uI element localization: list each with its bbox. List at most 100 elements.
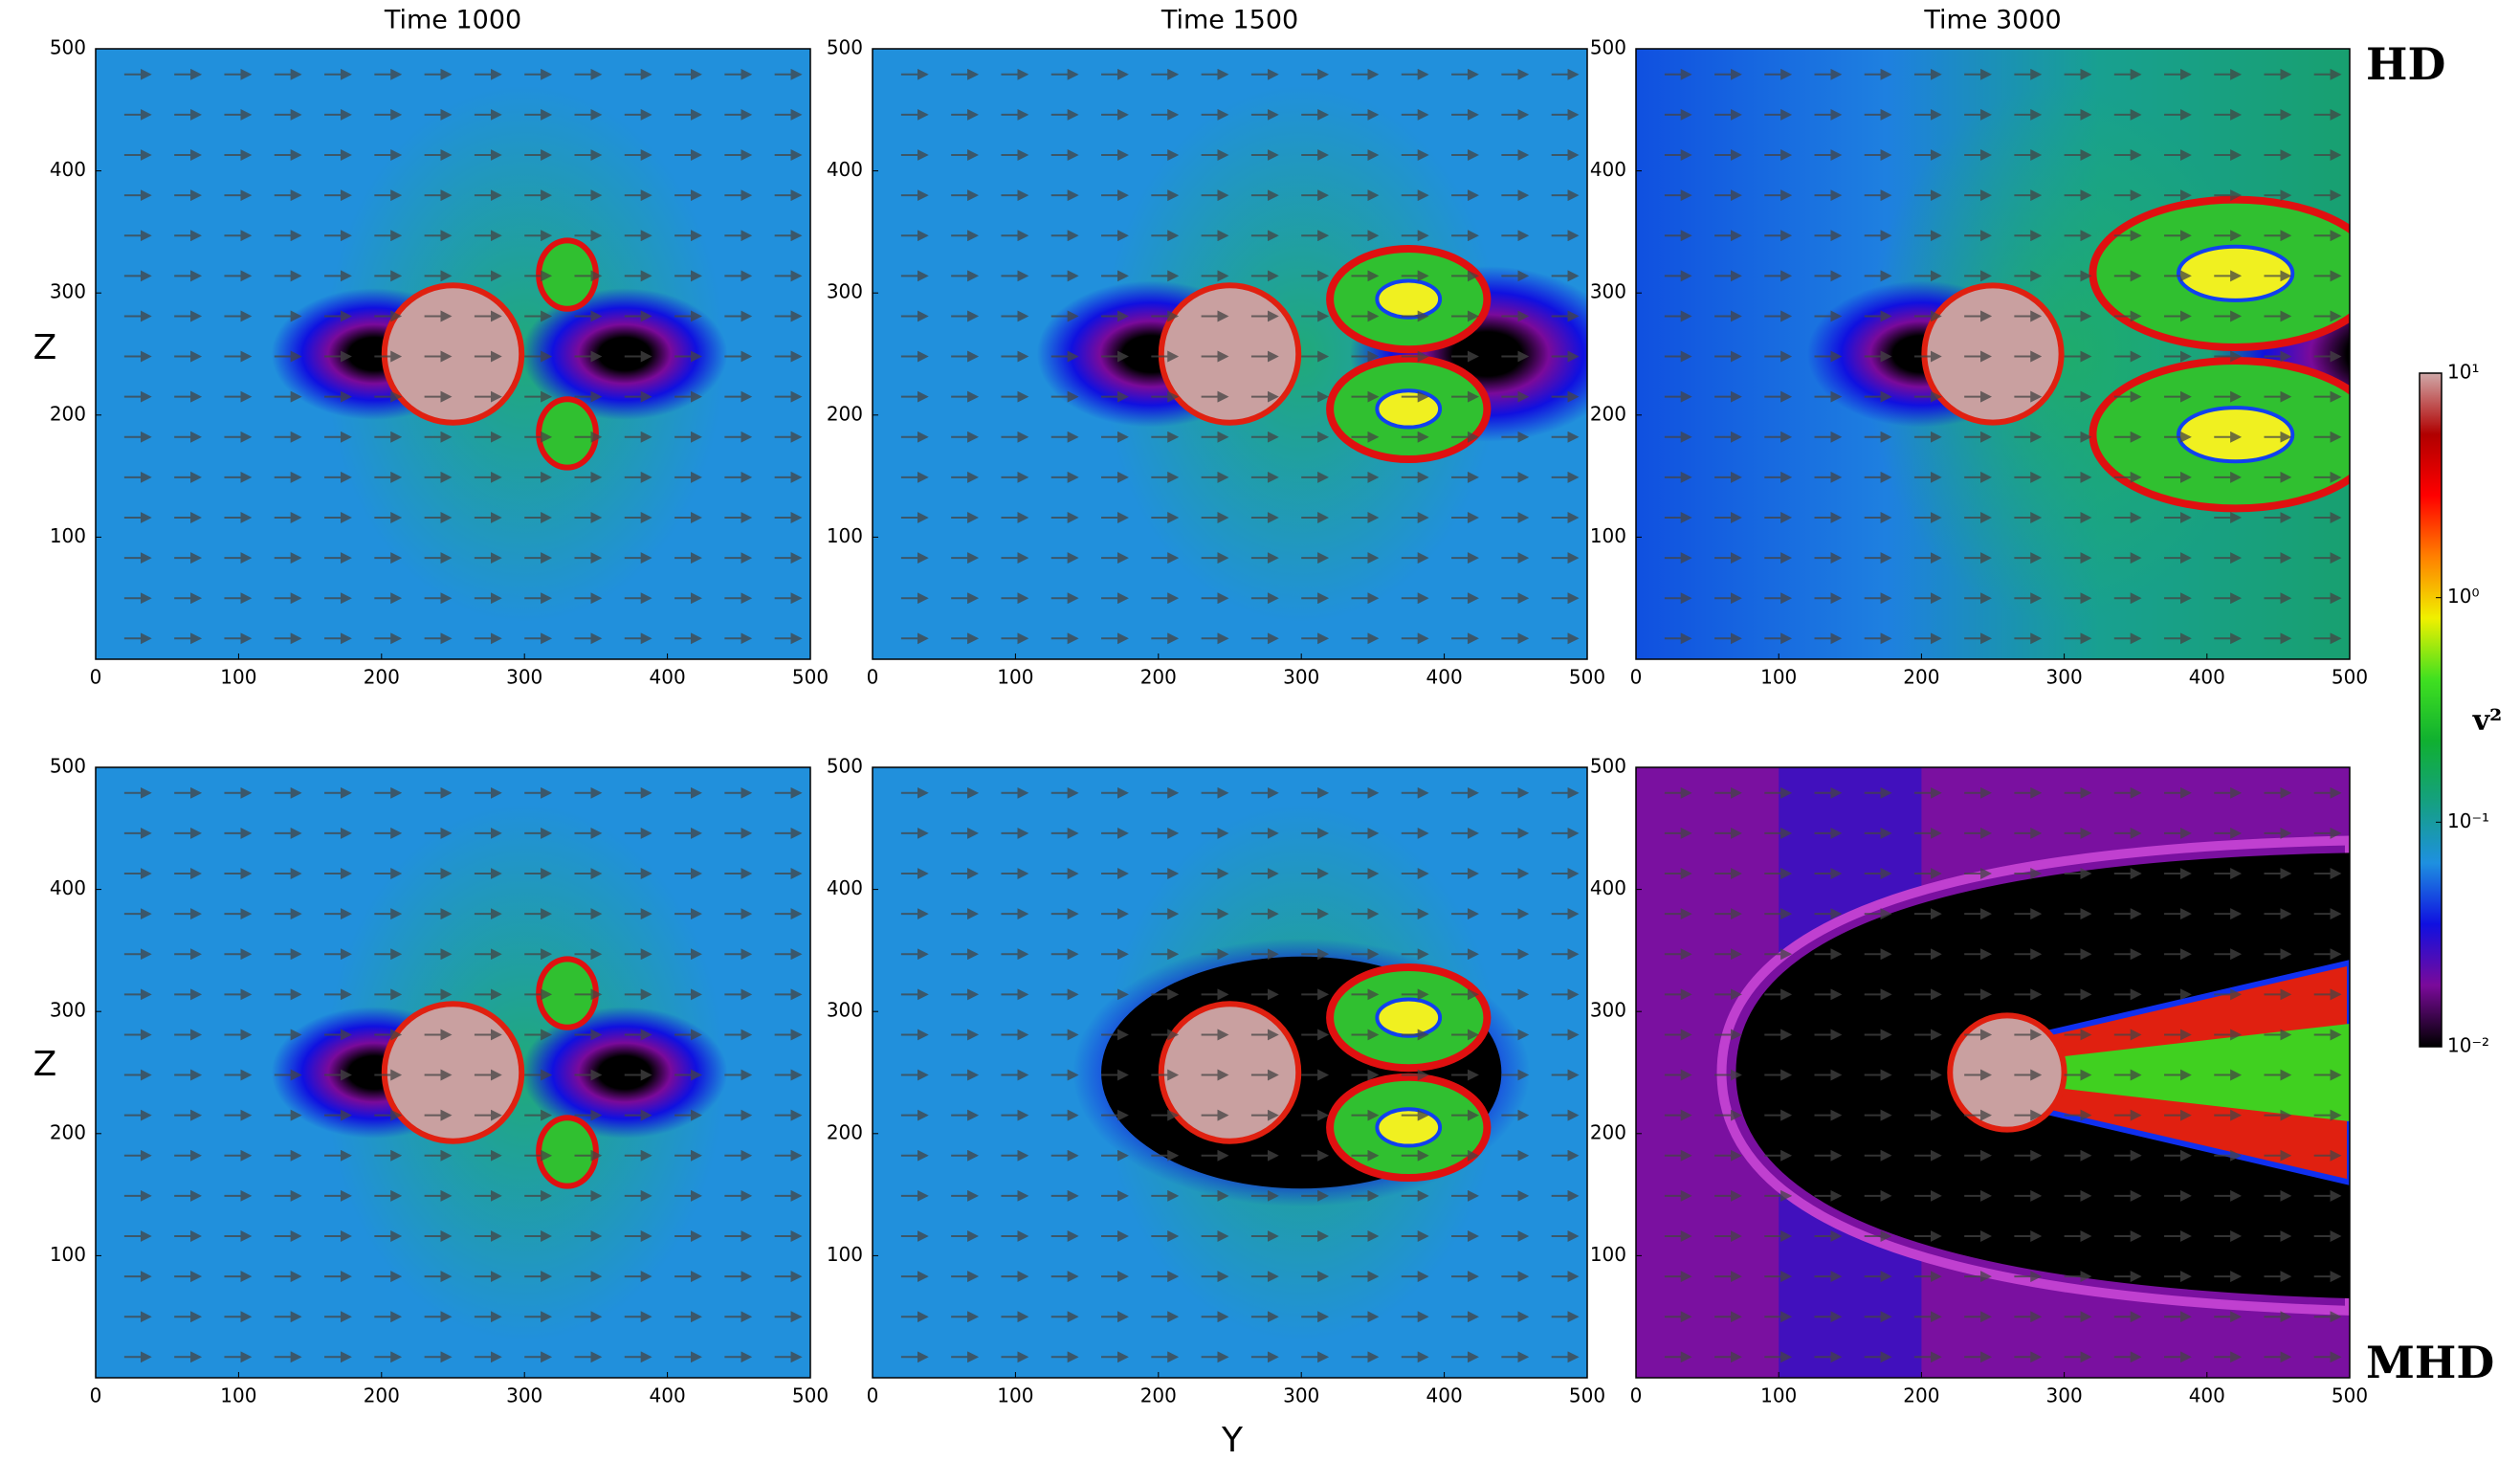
colorbar-tick-label: 10⁻¹ [2447,809,2489,832]
vortex-core [1375,278,1443,320]
x-tick-label: 0 [867,1384,879,1407]
heatmap-panel: 0 100 200 300 400 500 100 200 300 400 500 [827,755,1605,1407]
panel-title: Time 1500 [1161,6,1298,35]
x-tick-label: 400 [1426,1384,1463,1407]
heatmap-panel: 0 100 200 300 400 500 100 200 300 400 500 [1590,755,2368,1407]
y-tick-label: 400 [1590,158,1626,181]
panel-frame [95,766,811,1379]
x-tick-label: 500 [2332,666,2368,689]
y-tick-label: 300 [50,280,86,303]
x-tick-label: 400 [650,1384,686,1407]
x-tick-label: 100 [220,1384,256,1407]
x-tick-label: 0 [1630,1384,1643,1407]
y-tick-label: 400 [827,158,863,181]
y-tick-label: 100 [50,1243,86,1266]
y-tick-label: 500 [827,755,863,778]
x-tick-label: 100 [1760,666,1797,689]
x-tick-label: 100 [1760,1384,1797,1407]
cloud [1921,282,2065,426]
vortex [536,237,599,312]
panel-frame [1635,48,2351,660]
y-tick-label: 200 [1590,402,1626,425]
x-tick-label: 400 [2189,1384,2225,1407]
y-axis-label: Z [33,328,57,367]
heatmap-panel: Time 1000 0 100 200 300 400 500 100 200 300 400 500 [50,6,829,689]
y-tick-label: 300 [50,999,86,1022]
panel-frame [95,48,811,660]
field [873,49,1587,659]
x-tick-label: 300 [2046,666,2083,689]
x-tick-label: 200 [1140,666,1177,689]
tail [2049,1023,2350,1122]
x-tick-label: 500 [1569,666,1605,689]
heatmap-panel: 0 100 200 300 400 500 100 200 300 400 500 [50,755,829,1407]
x-tick-label: 100 [997,666,1033,689]
y-tick-label: 500 [1590,755,1626,778]
x-tick-label: 0 [867,666,879,689]
y-tick-label: 500 [827,36,863,59]
field [873,767,1587,1378]
y-tick-label: 200 [827,402,863,425]
vortex [536,1115,599,1189]
heatmap-panel: Time 3000 0 100 200 300 400 500 100 200 300 400 500 [1590,6,2368,689]
y-tick-label: 400 [50,158,86,181]
panel-frame [872,766,1588,1379]
y-tick-label: 200 [50,1120,86,1143]
x-tick-label: 100 [220,666,256,689]
x-tick-label: 400 [1426,666,1463,689]
panel-frame [1635,766,2351,1379]
x-tick-label: 500 [1569,1384,1605,1407]
colorbar-label: v² [2472,704,2503,738]
y-axis-label: Z [33,1045,57,1084]
y-tick-label: 100 [1590,524,1626,547]
x-tick-label: 400 [650,666,686,689]
x-tick-label: 400 [2189,666,2225,689]
heatmap-panel: Time 1500 0 100 200 300 400 500 100 200 300 400 500 [827,6,1605,689]
y-tick-label: 100 [1590,1243,1626,1266]
x-tick-label: 500 [792,1384,829,1407]
vortex [536,396,599,471]
y-tick-label: 300 [827,999,863,1022]
colorbar [2419,372,2443,1048]
cloud [1947,1012,2067,1133]
y-tick-label: 300 [1590,280,1626,303]
y-tick-label: 200 [827,1120,863,1143]
vortex-core [2176,244,2295,302]
y-tick-label: 200 [1590,1120,1626,1143]
x-tick-label: 300 [2046,1384,2083,1407]
panel-frame [872,48,1588,660]
field [96,49,810,659]
x-tick-label: 0 [90,1384,102,1407]
x-tick-label: 100 [997,1384,1033,1407]
field [1636,767,2350,1378]
y-tick-label: 100 [827,524,863,547]
x-tick-label: 0 [90,666,102,689]
x-tick-label: 0 [1630,666,1643,689]
y-tick-label: 400 [827,876,863,899]
row-label: HD [2366,38,2445,90]
y-tick-label: 200 [50,402,86,425]
x-tick-label: 200 [1903,666,1939,689]
x-tick-label: 300 [506,1384,542,1407]
low-speed-region [521,288,728,420]
y-tick-label: 300 [827,280,863,303]
vortex [536,956,599,1030]
y-tick-label: 100 [50,524,86,547]
vortex-core [1375,997,1443,1038]
y-tick-label: 400 [50,876,86,899]
vortex-core [2176,406,2295,464]
y-tick-label: 500 [50,36,86,59]
x-axis-label: Y [1221,1421,1244,1460]
y-tick-label: 400 [1590,876,1626,899]
cloud [381,282,525,426]
low-speed-region [521,1007,728,1139]
x-tick-label: 500 [792,666,829,689]
cloud [381,1001,525,1144]
x-tick-label: 300 [1283,666,1319,689]
colorbar-tick-label: 10⁰ [2447,585,2479,608]
panel-title: Time 3000 [1923,6,2061,35]
x-tick-label: 200 [364,666,400,689]
x-tick-label: 300 [1283,1384,1319,1407]
x-tick-label: 300 [506,666,542,689]
